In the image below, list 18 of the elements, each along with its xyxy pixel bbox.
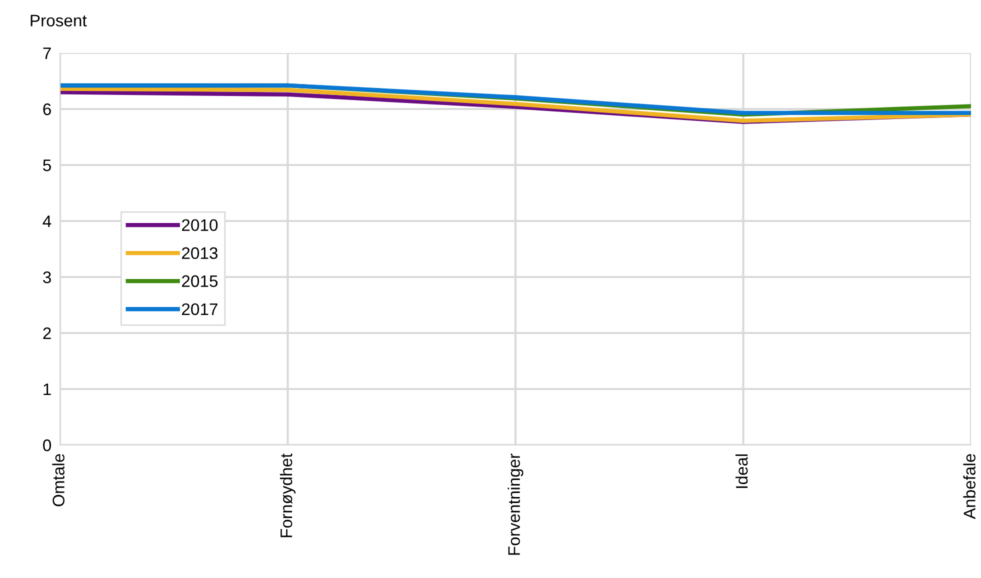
- x-tick-label: Fornøydhet: [280, 453, 296, 538]
- x-tick-label: Forventninger: [508, 454, 524, 555]
- y-tick-label: 7: [43, 48, 51, 60]
- y-tick-label: 4: [42, 216, 52, 228]
- y-tick-label: 6: [43, 103, 51, 116]
- x-tick-label: Omtale: [52, 454, 64, 506]
- legend-label: 2017: [182, 303, 218, 316]
- y-tick-label: 5: [43, 160, 51, 172]
- x-tick-label: Ideal: [735, 454, 748, 488]
- legend-label: 2010: [182, 219, 218, 232]
- legend-label: 2015: [182, 275, 218, 288]
- y-tick-label: 3: [43, 271, 51, 284]
- legend-label: 2013: [182, 247, 218, 260]
- x-tick-label: Anbefale: [963, 454, 976, 520]
- y-tick-label: 1: [44, 384, 51, 396]
- y-tick-label: 0: [43, 439, 52, 452]
- y-axis-title: Prosent: [30, 14, 87, 26]
- y-tick-label: 2: [43, 327, 51, 340]
